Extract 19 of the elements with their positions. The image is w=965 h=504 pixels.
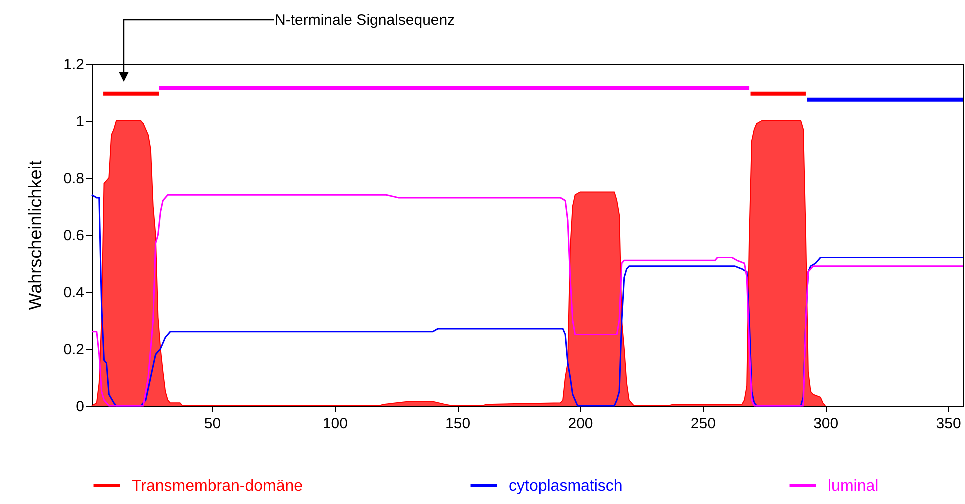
y-tick-label: 1.2 — [64, 56, 84, 74]
x-tick-label: 350 — [936, 416, 962, 432]
y-tick-label: 0.8 — [64, 170, 84, 188]
x-tick-label: 100 — [322, 416, 348, 432]
x-tick-label: 300 — [814, 416, 839, 432]
y-axis-title: Wahrscheinlichkeit — [26, 160, 46, 310]
y-tick-label: 0 — [76, 398, 84, 416]
legend-label: luminal — [828, 478, 879, 495]
x-tick-label: 150 — [446, 416, 471, 432]
legend-label: Transmembran-domäne — [132, 478, 304, 495]
x-tick-label: 200 — [568, 416, 594, 432]
y-tick-label: 0.2 — [64, 342, 84, 358]
y-tick-label: 1 — [76, 114, 84, 130]
y-tick-label: 0.6 — [64, 228, 84, 244]
legend-label: cytoplasmatisch — [509, 478, 623, 495]
y-tick-label: 0.4 — [64, 284, 84, 302]
text: N-terminale Signalsequenz — [275, 12, 456, 29]
x-tick-label: 50 — [204, 416, 222, 432]
x-tick-label: 250 — [690, 416, 716, 432]
